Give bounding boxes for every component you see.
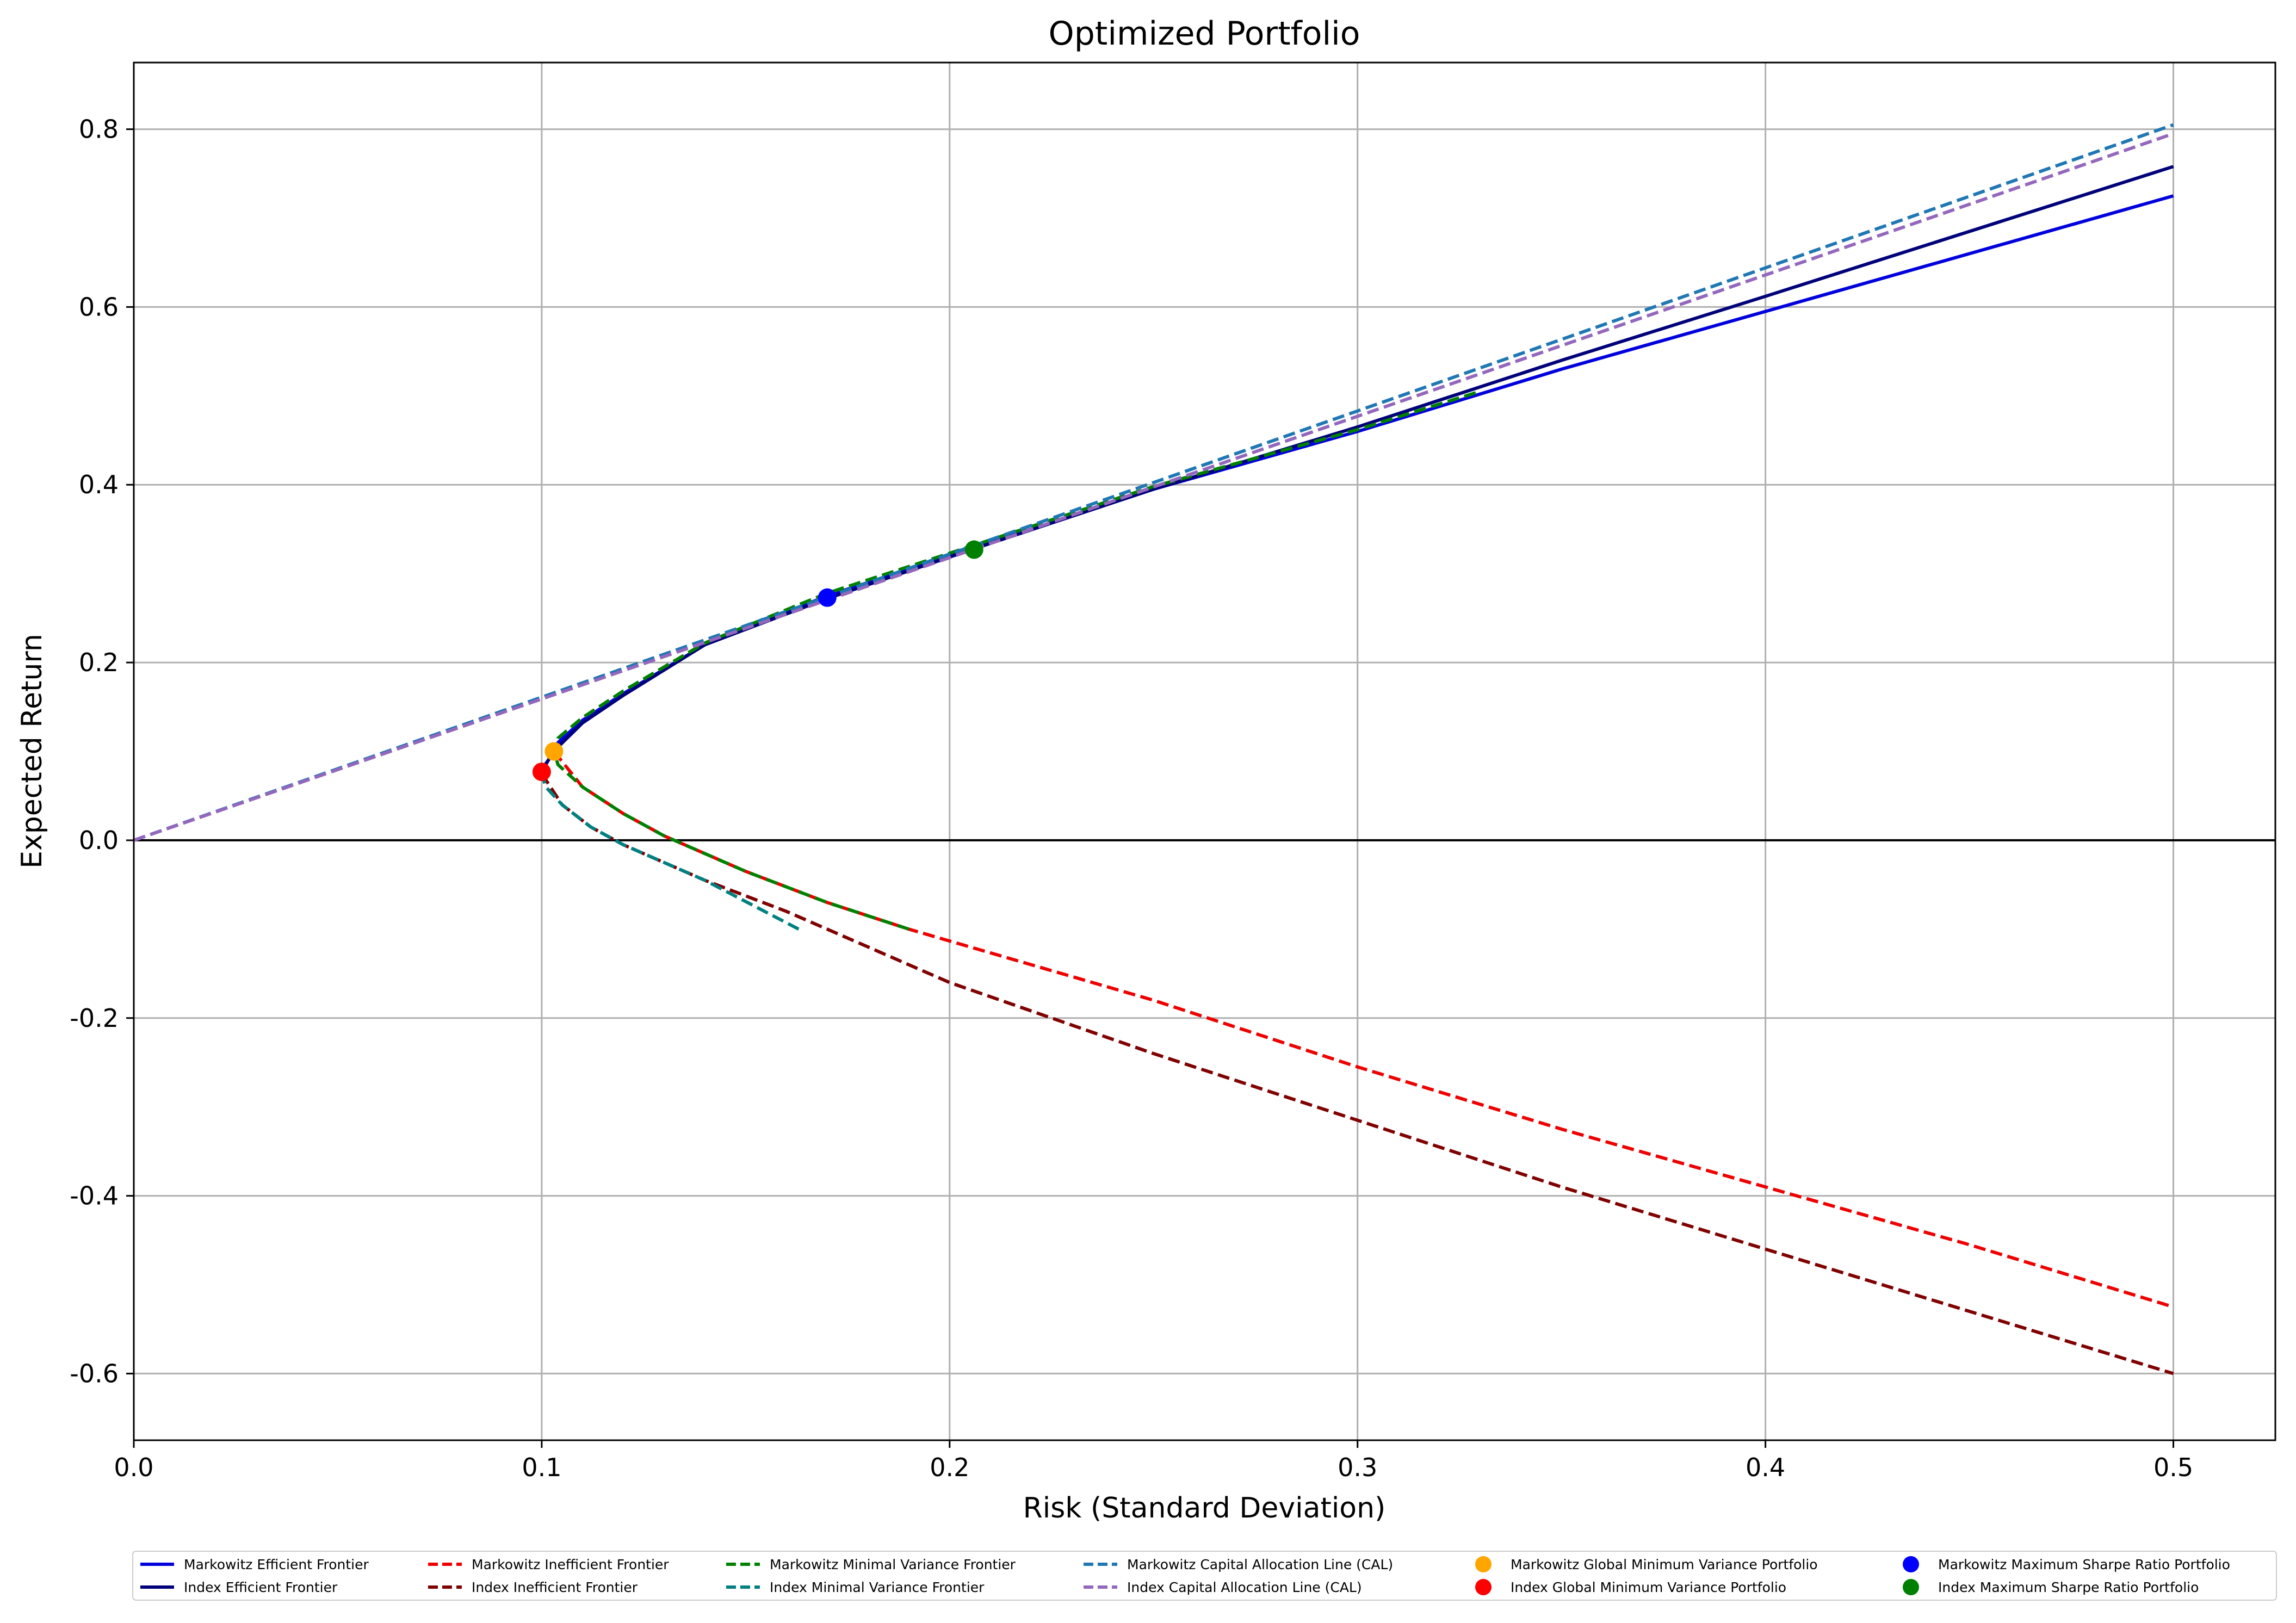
legend-entry-markowitz-minimal-variance-frontier: Markowitz Minimal Variance Frontier <box>726 1557 1016 1572</box>
y-tick-label-5: 0.4 <box>79 470 119 499</box>
series-markowitz-minimal-variance-frontier <box>552 389 1481 931</box>
legend-entry-index-maximum-sharpe-ratio-portfolio: Index Maximum Sharpe Ratio Portfolio <box>1903 1579 2199 1595</box>
legend-label: Markowitz Capital Allocation Line (CAL) <box>1127 1557 1393 1572</box>
x-axis-ticks: 0.0 0.1 0.2 0.3 0.4 0.5 <box>114 1440 2193 1482</box>
grid <box>133 63 2275 1440</box>
y-axis-ticks: -0.6 -0.4 -0.2 0.0 0.2 0.4 0.6 0.8 <box>70 115 134 1388</box>
x-tick-label-0: 0.0 <box>114 1453 153 1482</box>
series-index-capital-allocation-line-cal <box>134 132 2174 842</box>
y-tick-label-1: -0.4 <box>70 1181 119 1211</box>
chart-title: Optimized Portfolio <box>1048 15 1360 53</box>
point-markowitz-global-minimum-variance-portfolio <box>544 742 564 761</box>
legend-label: Markowitz Inefficient Frontier <box>472 1557 669 1572</box>
legend-label: Markowitz Efficient Frontier <box>184 1557 369 1572</box>
legend-entry-markowitz-inefficient-frontier: Markowitz Inefficient Frontier <box>428 1557 669 1572</box>
legend-entry-index-global-minimum-variance-portfolio: Index Global Minimum Variance Portfolio <box>1475 1579 1786 1595</box>
plot-frame <box>133 61 2276 1441</box>
legend-swatch <box>1475 1579 1492 1595</box>
legend-label: Index Global Minimum Variance Portfolio <box>1511 1579 1786 1595</box>
legend-entry-index-minimal-variance-frontier: Index Minimal Variance Frontier <box>726 1579 985 1595</box>
legend-label: Markowitz Global Minimum Variance Portfo… <box>1511 1557 1818 1572</box>
legend-label: Markowitz Minimal Variance Frontier <box>770 1557 1016 1572</box>
y-tick-label-2: -0.2 <box>70 1003 119 1033</box>
series-markowitz-capital-allocation-line-cal <box>134 123 2174 842</box>
series-index-minimal-variance-frontier <box>540 773 800 931</box>
legend-entry-markowitz-efficient-frontier: Markowitz Efficient Frontier <box>140 1557 369 1572</box>
legend-entry-markowitz-global-minimum-variance-portfolio: Markowitz Global Minimum Variance Portfo… <box>1475 1556 1818 1572</box>
legend-label: Index Efficient Frontier <box>184 1579 338 1595</box>
portfolio-points <box>532 540 983 782</box>
legend-swatch <box>1903 1579 1919 1595</box>
y-tick-label-6: 0.6 <box>79 292 119 321</box>
x-tick-label-4: 0.4 <box>1746 1453 1785 1482</box>
legend: Markowitz Efficient Frontier Index Effici… <box>132 1551 2277 1601</box>
x-tick-label-3: 0.3 <box>1338 1453 1377 1482</box>
point-markowitz-maximum-sharpe-ratio-portfolio <box>818 588 837 607</box>
y-tick-label-0: -0.6 <box>70 1359 119 1388</box>
y-axis-title: Expected Return <box>16 634 48 869</box>
y-tick-label-3: 0.0 <box>79 826 119 855</box>
legend-label: Markowitz Maximum Sharpe Ratio Portfolio <box>1938 1557 2230 1572</box>
x-tick-label-1: 0.1 <box>522 1453 561 1482</box>
legend-entry-markowitz-maximum-sharpe-ratio-portfolio: Markowitz Maximum Sharpe Ratio Portfolio <box>1903 1556 2230 1572</box>
legend-entry-index-capital-allocation-line-cal: Index Capital Allocation Line (CAL) <box>1084 1579 1362 1595</box>
legend-swatch <box>1903 1556 1919 1572</box>
legend-label: Index Capital Allocation Line (CAL) <box>1127 1579 1362 1595</box>
legend-label: Index Inefficient Frontier <box>472 1579 638 1595</box>
y-tick-label-4: 0.2 <box>79 648 119 677</box>
legend-entry-index-inefficient-frontier: Index Inefficient Frontier <box>428 1579 638 1595</box>
x-tick-label-2: 0.2 <box>930 1453 969 1482</box>
point-index-maximum-sharpe-ratio-portfolio <box>964 540 983 559</box>
x-axis-title: Risk (Standard Deviation) <box>1023 1492 1386 1525</box>
point-index-global-minimum-variance-portfolio <box>532 763 551 782</box>
legend-entry-markowitz-capital-allocation-line-cal: Markowitz Capital Allocation Line (CAL) <box>1084 1557 1393 1572</box>
legend-swatch <box>1475 1556 1492 1572</box>
legend-box <box>132 1551 2277 1601</box>
y-tick-label-7: 0.8 <box>79 115 119 144</box>
legend-label: Index Minimal Variance Frontier <box>770 1579 985 1595</box>
legend-label: Index Maximum Sharpe Ratio Portfolio <box>1938 1579 2199 1595</box>
x-tick-label-5: 0.5 <box>2153 1453 2193 1482</box>
series-index-inefficient-frontier <box>540 772 2174 1376</box>
legend-entry-index-efficient-frontier: Index Efficient Frontier <box>140 1579 338 1595</box>
